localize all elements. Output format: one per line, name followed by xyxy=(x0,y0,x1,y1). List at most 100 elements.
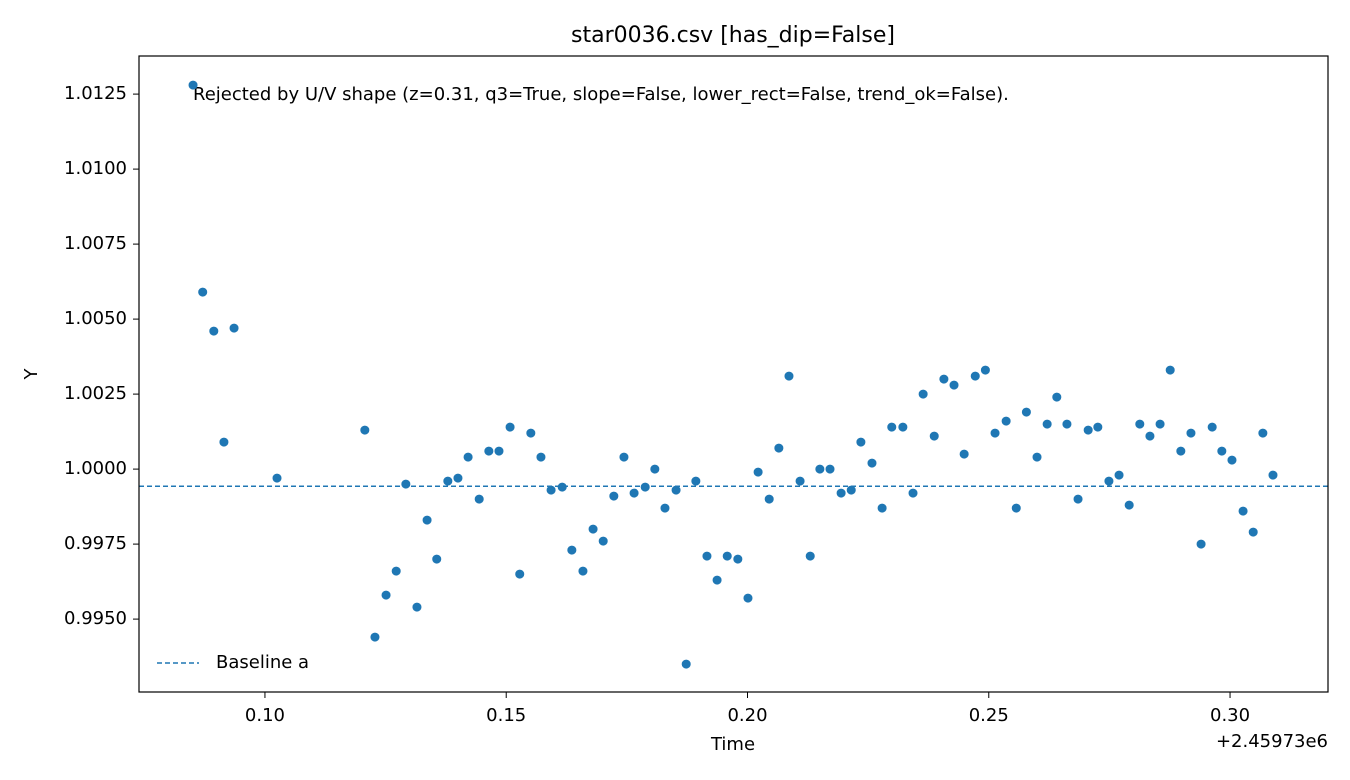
data-point xyxy=(1268,470,1278,480)
data-point xyxy=(422,515,432,525)
data-point xyxy=(1248,527,1258,537)
data-point xyxy=(877,503,887,513)
data-point xyxy=(980,365,990,375)
x-tick-label: 0.15 xyxy=(486,705,526,726)
data-point xyxy=(505,422,515,432)
data-point xyxy=(1001,416,1011,426)
data-point xyxy=(629,488,639,498)
data-point xyxy=(722,551,732,561)
x-tick-label: 0.25 xyxy=(969,705,1009,726)
data-point xyxy=(1258,428,1268,438)
data-point xyxy=(970,371,980,381)
data-point xyxy=(1135,419,1145,429)
data-point xyxy=(1238,506,1248,516)
legend-label: Baseline a xyxy=(216,652,309,673)
data-point xyxy=(219,437,229,447)
data-point xyxy=(867,458,877,468)
data-point xyxy=(825,464,835,474)
data-point xyxy=(939,374,949,384)
data-point xyxy=(567,545,577,555)
data-point xyxy=(1227,455,1237,465)
data-point xyxy=(229,323,239,333)
data-point xyxy=(898,422,908,432)
y-tick-label: 1.0000 xyxy=(64,458,127,479)
data-point xyxy=(795,476,805,486)
data-point xyxy=(949,380,959,390)
data-point xyxy=(836,488,846,498)
data-point xyxy=(209,326,219,336)
data-point xyxy=(588,524,598,534)
data-point xyxy=(1032,452,1042,462)
data-point xyxy=(494,446,504,456)
y-tick-label: 0.9975 xyxy=(64,533,127,554)
data-point xyxy=(1186,428,1196,438)
data-point xyxy=(660,503,670,513)
data-point xyxy=(1062,419,1072,429)
data-point xyxy=(198,287,208,297)
data-point xyxy=(557,482,567,492)
data-point xyxy=(432,554,442,564)
data-point xyxy=(887,422,897,432)
data-point xyxy=(918,389,928,399)
data-point xyxy=(1052,392,1062,402)
data-point xyxy=(959,449,969,459)
data-point xyxy=(1196,539,1206,549)
data-point xyxy=(474,494,484,504)
x-tick-label: 0.30 xyxy=(1210,705,1250,726)
y-tick-label: 1.0100 xyxy=(64,158,127,179)
x-axis-label: Time xyxy=(710,734,755,755)
data-point xyxy=(733,554,743,564)
data-point xyxy=(578,566,588,576)
data-point xyxy=(753,467,763,477)
data-point xyxy=(929,431,939,441)
data-point xyxy=(401,479,411,489)
data-point xyxy=(815,464,825,474)
data-point xyxy=(526,428,536,438)
data-point xyxy=(805,551,815,561)
data-point xyxy=(598,536,608,546)
data-point xyxy=(1073,494,1083,504)
data-point xyxy=(743,593,753,603)
data-point xyxy=(1124,500,1134,510)
data-point xyxy=(671,485,681,495)
data-point xyxy=(712,575,722,585)
x-tick-label: 0.10 xyxy=(245,705,285,726)
y-axis-label: Y xyxy=(21,368,42,381)
plot-frame xyxy=(138,55,1329,693)
data-point xyxy=(188,80,198,90)
data-point xyxy=(774,443,784,453)
chart-title: star0036.csv [has_dip=False] xyxy=(571,23,895,48)
data-point xyxy=(360,425,370,435)
data-point xyxy=(856,437,866,447)
data-point xyxy=(463,452,473,462)
data-point xyxy=(784,371,794,381)
data-point xyxy=(681,659,691,669)
data-point xyxy=(1217,446,1227,456)
data-point xyxy=(846,485,856,495)
y-tick-label: 1.0050 xyxy=(64,308,127,329)
data-point xyxy=(272,473,282,483)
data-point xyxy=(1011,503,1021,513)
data-point xyxy=(619,452,629,462)
y-tick-label: 0.9950 xyxy=(64,608,127,629)
data-point xyxy=(1104,476,1114,486)
y-tick-label: 1.0125 xyxy=(64,83,127,104)
data-point xyxy=(1145,431,1155,441)
data-point xyxy=(370,632,380,642)
data-point xyxy=(412,602,422,612)
data-point xyxy=(1176,446,1186,456)
data-point xyxy=(691,476,701,486)
data-point xyxy=(1083,425,1093,435)
annotation: Rejected by U/V shape (z=0.31, q3=True, … xyxy=(193,84,1009,105)
x-offset-label: +2.45973e6 xyxy=(1216,731,1328,752)
data-point xyxy=(702,551,712,561)
data-point xyxy=(536,452,546,462)
data-point xyxy=(908,488,918,498)
data-point xyxy=(515,569,525,579)
data-point xyxy=(609,491,619,501)
data-point xyxy=(453,473,463,483)
data-point xyxy=(650,464,660,474)
